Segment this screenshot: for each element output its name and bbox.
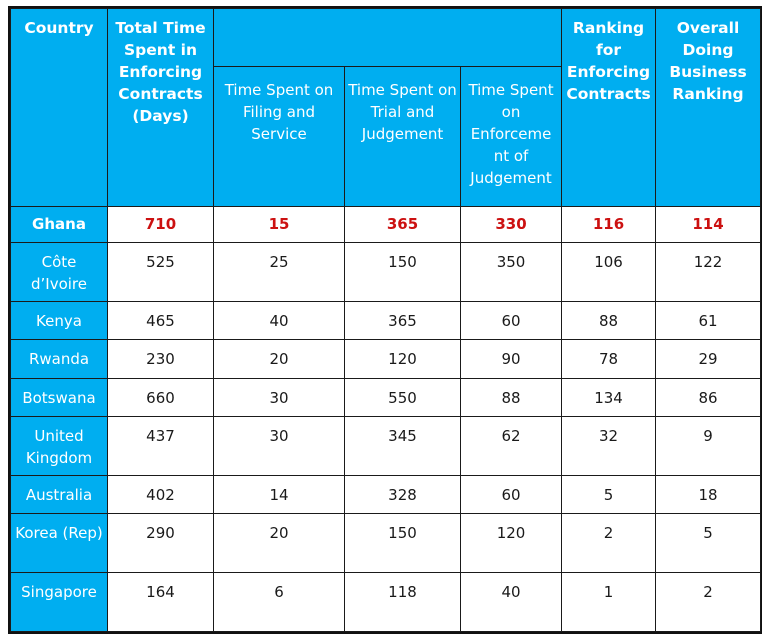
table-row: Rwanda 230 20 120 90 78 29 xyxy=(10,339,762,379)
cell-country: Australia xyxy=(10,474,108,515)
table-row: Botswana 660 30 550 88 134 86 xyxy=(10,377,762,418)
cell-trial: 118 xyxy=(344,572,461,632)
cell-enforcement: 60 xyxy=(459,300,563,341)
table-row: Kenya 465 40 365 60 88 61 xyxy=(10,300,762,341)
cell-filing: 15 xyxy=(213,205,345,244)
cell-trial: 328 xyxy=(344,474,461,515)
cell-trial: 150 xyxy=(344,513,461,574)
cell-ranking-enforcing: 88 xyxy=(561,300,657,341)
table-frame: Country Total Time Spent in Enforcing Co… xyxy=(8,6,762,634)
cell-overall-ranking: 122 xyxy=(655,242,762,302)
cell-total: 525 xyxy=(107,242,214,302)
cell-enforcement: 350 xyxy=(459,242,563,302)
cell-overall-ranking: 9 xyxy=(655,416,762,476)
table-body: Ghana 710 15 365 330 116 114 Côte d’Ivoire 525 25… xyxy=(10,205,762,632)
header-total-time: Total Time Spent in Enforcing Contracts … xyxy=(107,8,214,207)
enforcing-contracts-table: Country Total Time Spent in Enforcing Co… xyxy=(10,8,762,632)
cell-enforcement: 62 xyxy=(459,416,563,476)
cell-trial: 365 xyxy=(344,205,461,244)
cell-country: Rwanda xyxy=(10,339,108,379)
cell-ranking-enforcing: 5 xyxy=(561,474,657,515)
cell-total: 465 xyxy=(107,300,214,341)
cell-overall-ranking: 18 xyxy=(655,474,762,515)
header-enforcement: Time Spent on Enforceme nt of Judgement xyxy=(459,65,563,207)
cell-total: 437 xyxy=(107,416,214,476)
header-overall-ranking: Overall Doing Business Ranking xyxy=(655,8,762,207)
cell-filing: 6 xyxy=(213,572,345,632)
header-country: Country xyxy=(10,8,108,207)
cell-trial: 365 xyxy=(344,300,461,341)
cell-overall-ranking: 5 xyxy=(655,513,762,574)
cell-ranking-enforcing: 134 xyxy=(561,377,657,418)
cell-ranking-enforcing: 78 xyxy=(561,339,657,379)
cell-country: Singapore xyxy=(10,572,108,632)
cell-enforcement: 60 xyxy=(459,474,563,515)
cell-overall-ranking: 2 xyxy=(655,572,762,632)
cell-overall-ranking: 86 xyxy=(655,377,762,418)
table-row: Korea (Rep) 290 20 150 120 2 5 xyxy=(10,513,762,574)
cell-enforcement: 40 xyxy=(459,572,563,632)
cell-filing: 20 xyxy=(213,339,345,379)
cell-filing: 30 xyxy=(213,377,345,418)
cell-country: United Kingdom xyxy=(10,416,108,476)
cell-enforcement: 88 xyxy=(459,377,563,418)
cell-overall-ranking: 61 xyxy=(655,300,762,341)
cell-ranking-enforcing: 1 xyxy=(561,572,657,632)
cell-country: Ghana xyxy=(10,205,108,244)
cell-trial: 345 xyxy=(344,416,461,476)
cell-country: Kenya xyxy=(10,300,108,341)
cell-enforcement: 120 xyxy=(459,513,563,574)
cell-filing: 25 xyxy=(213,242,345,302)
cell-country: Korea (Rep) xyxy=(10,513,108,574)
table-row: Singapore 164 6 118 40 1 2 xyxy=(10,572,762,632)
table-row: United Kingdom 437 30 345 62 32 9 xyxy=(10,416,762,476)
cell-overall-ranking: 29 xyxy=(655,339,762,379)
cell-total: 402 xyxy=(107,474,214,515)
cell-enforcement: 90 xyxy=(459,339,563,379)
cell-total: 164 xyxy=(107,572,214,632)
cell-total: 710 xyxy=(107,205,214,244)
table-row: Australia 402 14 328 60 5 18 xyxy=(10,474,762,515)
table-row: Ghana 710 15 365 330 116 114 xyxy=(10,205,762,244)
cell-ranking-enforcing: 32 xyxy=(561,416,657,476)
cell-ranking-enforcing: 116 xyxy=(561,205,657,244)
cell-ranking-enforcing: 2 xyxy=(561,513,657,574)
cell-filing: 20 xyxy=(213,513,345,574)
cell-total: 230 xyxy=(107,339,214,379)
cell-trial: 120 xyxy=(344,339,461,379)
cell-trial: 150 xyxy=(344,242,461,302)
header-row-sub: Time Spent on Filing and Service Time Sp… xyxy=(11,65,761,207)
cell-overall-ranking: 114 xyxy=(655,205,762,244)
cell-country: Côte d’Ivoire xyxy=(10,242,108,302)
cell-ranking-enforcing: 106 xyxy=(561,242,657,302)
header-ranking-enforcing: Ranking for Enforcing Contracts xyxy=(561,8,657,207)
header-group-blank xyxy=(212,8,563,67)
table-row: Côte d’Ivoire 525 25 150 350 106 122 xyxy=(10,242,762,302)
cell-filing: 40 xyxy=(213,300,345,341)
header-row-top: Country Total Time Spent in Enforcing Co… xyxy=(10,8,762,207)
cell-total: 290 xyxy=(107,513,214,574)
header-filing: Time Spent on Filing and Service xyxy=(213,65,345,207)
cell-total: 660 xyxy=(107,377,214,418)
cell-filing: 30 xyxy=(213,416,345,476)
header-trial: Time Spent on Trial and Judgement xyxy=(344,65,461,207)
cell-enforcement: 330 xyxy=(459,205,563,244)
cell-country: Botswana xyxy=(10,377,108,418)
cell-trial: 550 xyxy=(344,377,461,418)
cell-filing: 14 xyxy=(213,474,345,515)
